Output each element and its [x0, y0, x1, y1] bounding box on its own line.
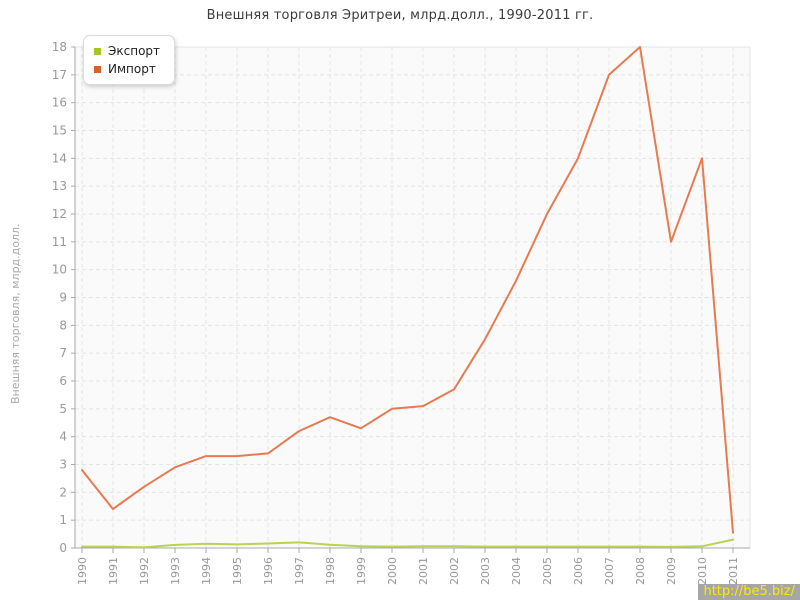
x-tick-label: 1996: [262, 557, 275, 585]
legend-item-export: Экспорт: [94, 42, 160, 60]
import-line: [81, 46, 734, 534]
y-tick-label: 11: [52, 235, 67, 249]
y-tick-label: 17: [52, 68, 67, 82]
x-tick-label: 1992: [138, 557, 151, 585]
import-swatch-icon: [94, 65, 101, 73]
x-tick-label: 2003: [479, 557, 492, 585]
x-tick-label: 1993: [169, 557, 182, 585]
y-tick-label: 3: [59, 458, 67, 472]
x-tick-label: 2006: [572, 557, 585, 585]
x-tick-label: 2005: [541, 557, 554, 585]
x-tick-label: 2009: [665, 557, 678, 585]
y-tick-label: 4: [59, 430, 67, 444]
x-tick-label: 2011: [727, 557, 740, 585]
x-tick-label: 1997: [293, 557, 306, 585]
x-tick-label: 2007: [603, 557, 616, 585]
import-legend-label: Импорт: [108, 62, 156, 76]
y-tick-label: 5: [59, 402, 67, 416]
x-tick-label: 2008: [634, 557, 647, 585]
chart-title: Внешняя торговля Эритреи, млрд.долл., 19…: [206, 8, 594, 23]
y-tick-label: 18: [52, 40, 67, 54]
export-swatch-icon: [94, 47, 101, 55]
y-tick-label: 0: [59, 541, 67, 555]
y-tick-label: 2: [59, 485, 67, 499]
y-tick-label: 1: [59, 513, 67, 527]
y-tick-label: 13: [52, 179, 67, 193]
export-line: [81, 538, 734, 549]
y-tick-label: 8: [59, 318, 67, 332]
x-tick-label: 1995: [231, 557, 244, 585]
x-tick-label: 2000: [386, 557, 399, 585]
x-tick-label: 2004: [510, 557, 523, 585]
x-tick-label: 1990: [76, 557, 89, 585]
y-tick-label: 10: [52, 263, 67, 277]
x-tick-label: 1991: [107, 557, 120, 585]
y-tick-label: 14: [52, 151, 67, 165]
y-tick-label: 15: [52, 124, 67, 138]
x-tick-label: 1994: [200, 557, 213, 585]
watermark-link[interactable]: http://be5.biz/: [698, 584, 800, 600]
legend-item-import: Импорт: [94, 60, 160, 78]
x-tick-label: 2001: [417, 557, 430, 585]
x-tick-label: 1999: [355, 557, 368, 585]
y-tick-label: 7: [59, 346, 67, 360]
x-tick-label: 2010: [696, 557, 709, 585]
y-tick-label: 16: [52, 96, 67, 110]
x-tick-label: 2002: [448, 557, 461, 585]
y-tick-label: 6: [59, 374, 67, 388]
legend: Экспорт Импорт: [83, 35, 176, 85]
y-tick-label: 12: [52, 207, 67, 221]
export-legend-label: Экспорт: [108, 44, 161, 58]
y-tick-label: 9: [59, 291, 67, 305]
x-tick-label: 1998: [324, 557, 337, 585]
